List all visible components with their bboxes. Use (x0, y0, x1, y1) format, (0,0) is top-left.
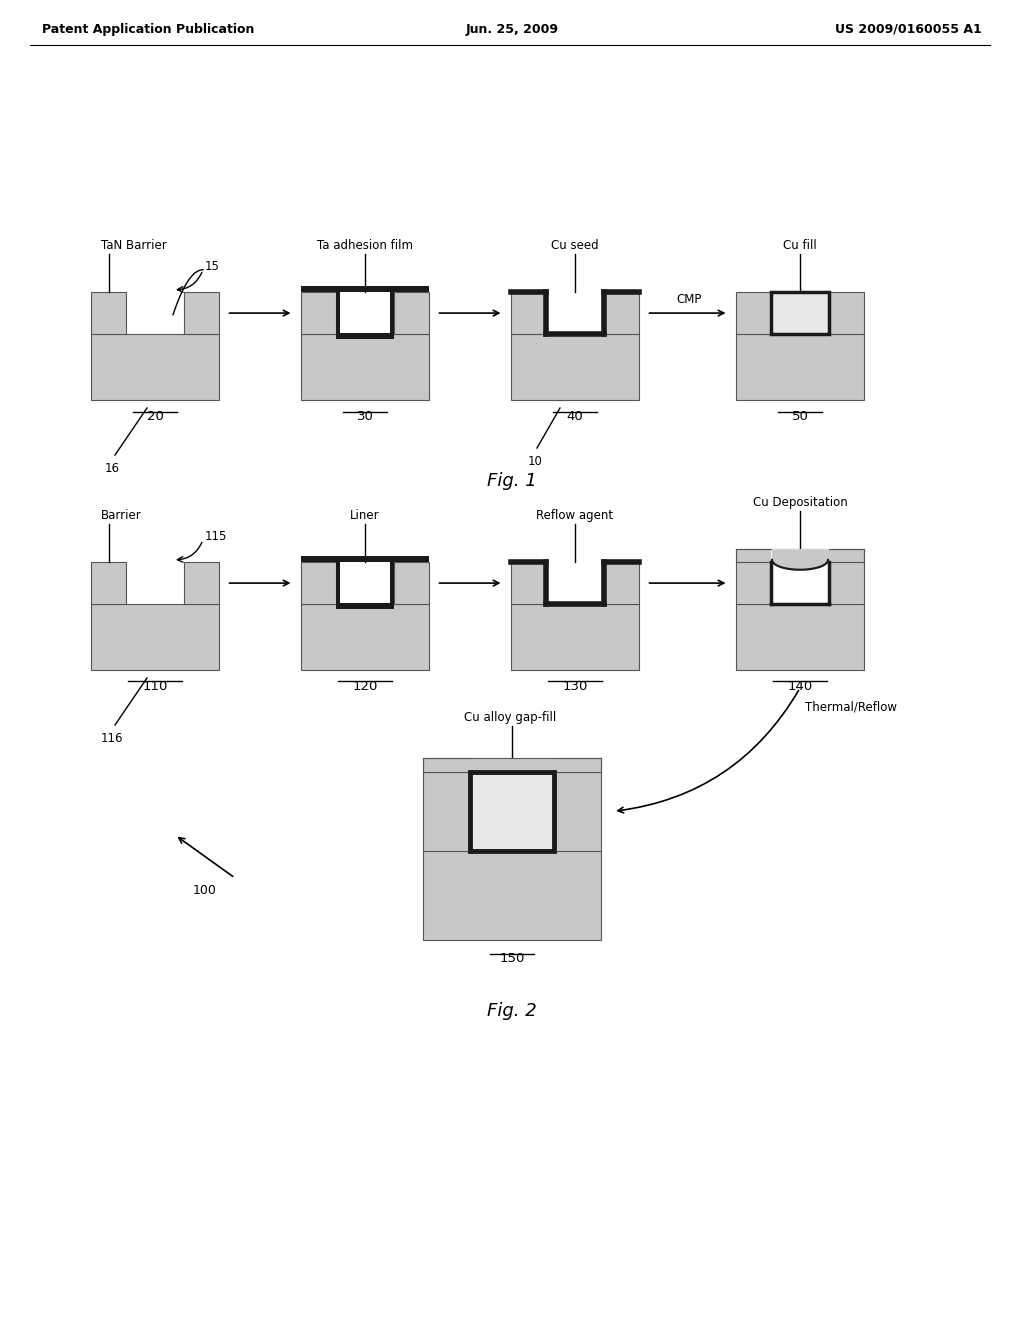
Text: 50: 50 (792, 411, 808, 422)
Text: Cu alloy gap-fill: Cu alloy gap-fill (464, 711, 556, 725)
Bar (91, 605, 218, 671)
Bar (736, 605, 863, 671)
Bar (336, 334, 394, 339)
Bar (829, 562, 863, 605)
Text: Fig. 1: Fig. 1 (487, 473, 537, 490)
Text: 140: 140 (787, 680, 813, 693)
Bar (91, 334, 218, 400)
Text: 120: 120 (352, 680, 378, 693)
Bar (336, 562, 340, 605)
Bar (604, 562, 639, 605)
Bar (554, 772, 601, 851)
Bar (736, 334, 863, 400)
Bar (829, 292, 863, 334)
Text: 100: 100 (194, 883, 217, 896)
Text: Fig. 2: Fig. 2 (487, 1002, 537, 1020)
Bar (604, 292, 639, 334)
Text: Jun. 25, 2009: Jun. 25, 2009 (466, 22, 558, 36)
Text: Cu seed: Cu seed (551, 239, 599, 252)
Bar (771, 549, 829, 605)
Bar (771, 292, 829, 334)
Text: 15: 15 (205, 260, 220, 273)
Bar (336, 603, 394, 609)
Bar (423, 772, 470, 851)
Bar (470, 759, 554, 851)
Bar (301, 556, 429, 562)
Bar (301, 292, 336, 334)
Text: 130: 130 (562, 680, 588, 693)
Bar (336, 292, 340, 334)
Bar (736, 549, 863, 562)
Text: 115: 115 (205, 531, 227, 544)
Bar (184, 562, 218, 605)
Bar (389, 562, 394, 605)
Text: Ta adhesion film: Ta adhesion film (317, 239, 413, 252)
Text: Thermal/Reflow: Thermal/Reflow (805, 700, 897, 713)
Text: TaN Barrier: TaN Barrier (100, 239, 167, 252)
Text: 110: 110 (142, 680, 168, 693)
Bar (771, 292, 829, 334)
Text: US 2009/0160055 A1: US 2009/0160055 A1 (836, 22, 982, 36)
Bar (736, 292, 771, 334)
Text: 150: 150 (500, 952, 524, 965)
Bar (423, 851, 601, 940)
Bar (91, 562, 126, 605)
Bar (184, 292, 218, 334)
Bar (511, 292, 546, 334)
Text: 16: 16 (104, 462, 120, 475)
Text: Liner: Liner (350, 508, 380, 521)
Bar (511, 334, 639, 400)
Text: Cu Depositation: Cu Depositation (753, 496, 848, 510)
Bar (511, 605, 639, 671)
Bar (389, 292, 394, 334)
Text: 116: 116 (100, 733, 123, 744)
Text: Cu fill: Cu fill (783, 239, 817, 252)
Bar (301, 605, 429, 671)
Text: CMP: CMP (677, 293, 702, 306)
Text: 20: 20 (146, 411, 164, 422)
Text: 10: 10 (527, 455, 543, 469)
Bar (91, 292, 126, 334)
Bar (511, 562, 546, 605)
Text: 30: 30 (356, 411, 374, 422)
Bar (771, 562, 829, 605)
Bar (301, 286, 429, 292)
Text: Patent Application Publication: Patent Application Publication (42, 22, 254, 36)
Bar (423, 759, 601, 772)
Bar (394, 292, 429, 334)
Bar (301, 562, 336, 605)
Bar (736, 562, 771, 605)
Bar (394, 562, 429, 605)
Text: Reflow agent: Reflow agent (537, 508, 613, 521)
Text: 40: 40 (566, 411, 584, 422)
Bar (301, 334, 429, 400)
Bar (470, 772, 554, 851)
Text: Barrier: Barrier (100, 508, 141, 521)
